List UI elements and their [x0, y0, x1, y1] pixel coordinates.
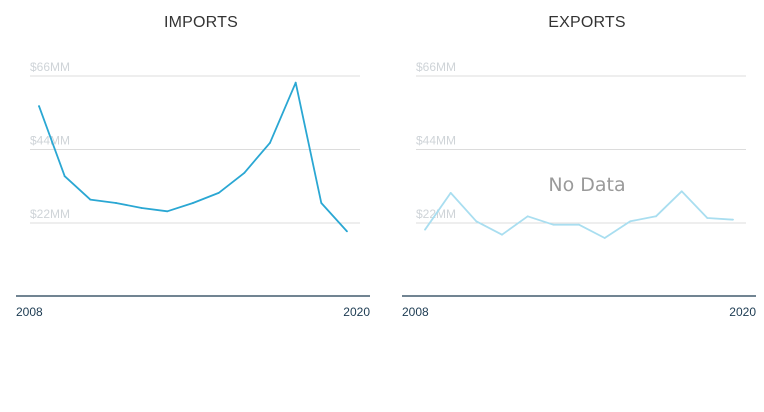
- chart-title: EXPORTS: [548, 14, 626, 31]
- data-point: [552, 223, 555, 226]
- data-point: [526, 215, 529, 218]
- data-point: [166, 210, 169, 213]
- data-point: [629, 220, 632, 223]
- data-point: [38, 105, 40, 107]
- data-point: [269, 141, 271, 144]
- exports-chart: EXPORTS $22MM $44MM $66MM 2008 2020 No Data: [402, 0, 764, 330]
- data-point: [475, 220, 478, 223]
- data-point: [115, 202, 117, 204]
- data-point: [449, 192, 452, 194]
- no-data-label: No Data: [548, 174, 626, 196]
- x-tick-label: 2020: [729, 305, 756, 319]
- data-point: [501, 233, 503, 236]
- data-point: [424, 228, 426, 231]
- imports-chart-svg: $22MM $44MM $66MM 2008 2020: [16, 60, 370, 319]
- series-line: [38, 81, 348, 233]
- chart-title: IMPORTS: [163, 14, 238, 31]
- data-point: [655, 215, 657, 218]
- data-point: [89, 198, 92, 201]
- data-point: [346, 230, 348, 233]
- data-point: [320, 202, 323, 204]
- data-point: [706, 217, 709, 219]
- y-tick-label: $66MM: [30, 60, 70, 74]
- y-tick-label: $44MM: [30, 134, 70, 148]
- x-tick-label: 2020: [343, 305, 370, 319]
- y-tick-label: $22MM: [30, 207, 70, 221]
- data-point: [243, 171, 246, 174]
- data-point: [294, 81, 297, 84]
- x-tick-label: 2008: [16, 305, 43, 319]
- series-line: [424, 190, 734, 239]
- y-tick-label: $66MM: [416, 60, 456, 74]
- data-point: [578, 223, 580, 226]
- data-point: [192, 202, 194, 204]
- imports-chart: IMPORTS $22MM $44MM $66MM 2008 2020: [16, 0, 386, 330]
- data-point: [603, 237, 606, 239]
- data-point: [680, 190, 683, 193]
- y-tick-label: $44MM: [416, 134, 456, 148]
- x-tick-label: 2008: [402, 305, 429, 319]
- data-point: [140, 207, 143, 209]
- data-point: [63, 175, 66, 178]
- data-point: [732, 218, 734, 221]
- data-point: [217, 192, 220, 194]
